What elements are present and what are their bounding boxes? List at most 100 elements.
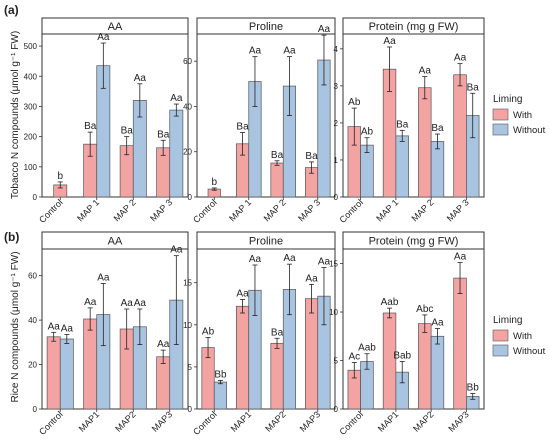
panel-title: AA: [108, 21, 123, 33]
x-tick-label: MAP3: [150, 409, 174, 433]
bar-without: [430, 141, 445, 198]
y-tick-label: 0: [33, 405, 38, 414]
y-tick-label: 20: [28, 361, 37, 370]
y-tick-label: 0: [188, 193, 193, 202]
y-tick-label: 4: [334, 45, 339, 54]
significance-label: Aa: [97, 272, 110, 283]
y-tick-label: 0: [334, 193, 339, 202]
x-tick-label: MAP2: [263, 409, 287, 433]
x-tick-label: MAP1: [376, 409, 400, 433]
bar-with: [418, 323, 432, 410]
significance-label: Ab: [361, 127, 374, 138]
y-tick-label: 500: [24, 42, 38, 51]
bar-with: [304, 298, 319, 410]
bar-with: [235, 305, 250, 410]
bar-without: [430, 335, 445, 410]
x-tick-label: MAP 2: [409, 197, 435, 223]
x-tick-label: MAP 2: [112, 197, 138, 223]
y-tick-label: 200: [24, 133, 38, 142]
panel-frame: [196, 248, 336, 410]
significance-label: Aa: [134, 73, 147, 84]
significance-label: Bb: [467, 382, 480, 393]
significance-label: Ba: [271, 327, 284, 338]
x-tick-label: Control: [191, 409, 219, 437]
significance-label: Aa: [97, 32, 110, 43]
significance-label: Ab: [202, 326, 215, 337]
x-tick-label: MAP1: [229, 409, 253, 433]
y-axis-title: Rice N compounds (μmol g⁻¹ FW): [10, 251, 21, 402]
significance-label: Ba: [305, 151, 318, 162]
legend-title-bottom: Liming: [493, 315, 522, 326]
x-tick-label: MAP 2: [262, 197, 288, 223]
x-tick-label: Control: [191, 197, 219, 225]
bar-with: [270, 162, 284, 198]
x-tick-label: MAP 3: [296, 197, 322, 223]
legend-swatch-without-top: [492, 123, 509, 136]
panel-frame: [342, 248, 485, 410]
bar-without: [395, 135, 409, 198]
y-tick-label: 400: [24, 72, 38, 81]
legend-label-with-bottom: With: [513, 331, 532, 342]
bar-with: [156, 356, 171, 410]
y-axis-title: Tobacco N compounds (μmol g⁻¹ FW): [10, 31, 21, 199]
significance-label: Aa: [249, 46, 262, 57]
y-tick-label: 100: [24, 163, 38, 172]
x-tick-label: MAP 3: [445, 197, 471, 223]
significance-label: b: [211, 177, 217, 188]
significance-label: Aa: [431, 318, 444, 329]
panel-title: AA: [108, 236, 123, 248]
y-tick-label: 0: [334, 405, 339, 414]
panel-title: Proline: [249, 236, 283, 248]
panel-frame: [41, 248, 189, 410]
x-tick-label: Control: [37, 197, 65, 225]
y-tick-label: 15: [183, 279, 192, 288]
y-tick-label: 1: [334, 156, 339, 165]
panel-3: Protein (mg g FW) 0 1 2 3 4 Control Ab Ab MAP 1 Aa…: [334, 17, 485, 225]
bar-without: [169, 109, 184, 198]
x-tick-label: MAP2: [411, 409, 435, 433]
significance-label: Abc: [416, 304, 433, 315]
panel-title: Protein (mg g FW): [369, 236, 459, 248]
significance-label: Aa: [318, 257, 331, 268]
significance-label: Ba: [396, 119, 409, 130]
significance-label: Aa: [84, 297, 97, 308]
x-tick-label: MAP3: [298, 409, 322, 433]
significance-label: Aab: [381, 297, 399, 308]
significance-label: b: [57, 171, 63, 182]
x-tick-label: Control: [37, 409, 65, 437]
panel-title: Proline: [249, 21, 283, 33]
significance-label: Aa: [48, 321, 61, 332]
significance-label: Ac: [348, 351, 360, 362]
significance-label: Aa: [134, 298, 147, 309]
x-tick-label: MAP 1: [374, 197, 400, 223]
significance-label: Aa: [249, 254, 262, 265]
x-tick-label: MAP3: [446, 409, 470, 433]
significance-label: Bab: [393, 350, 411, 361]
significance-label: Aa: [283, 253, 296, 264]
bar-with: [270, 342, 284, 410]
legend-top: Liming With Without: [492, 94, 546, 136]
legend-label-without-bottom: Without: [513, 346, 546, 357]
significance-label: Ba: [467, 82, 480, 93]
bar-with: [83, 318, 98, 410]
y-tick-label: 5: [334, 357, 339, 366]
panel-6: Protein (mg g FW)051015ControlAcAabMAP1A…: [329, 231, 485, 437]
y-tick-label: 40: [28, 316, 37, 325]
significance-label: Ba: [271, 150, 284, 161]
significance-label: Ba: [84, 121, 97, 132]
y-tick-label: 5: [188, 363, 193, 372]
y-tick-label: 0: [33, 193, 38, 202]
significance-label: Ab: [348, 97, 361, 108]
y-tick-label: 40: [183, 102, 192, 111]
y-tick-label: 0: [188, 405, 193, 414]
bar-with: [453, 277, 467, 410]
significance-label: Ba: [121, 126, 134, 137]
legend-label-with-top: With: [513, 110, 532, 121]
significance-label: Aa: [383, 36, 396, 47]
significance-label: Aa: [305, 273, 318, 284]
x-tick-label: MAP 1: [227, 197, 253, 223]
y-tick-label: 10: [183, 321, 192, 330]
x-tick-label: Control: [337, 409, 365, 437]
significance-label: Ba: [236, 121, 249, 132]
